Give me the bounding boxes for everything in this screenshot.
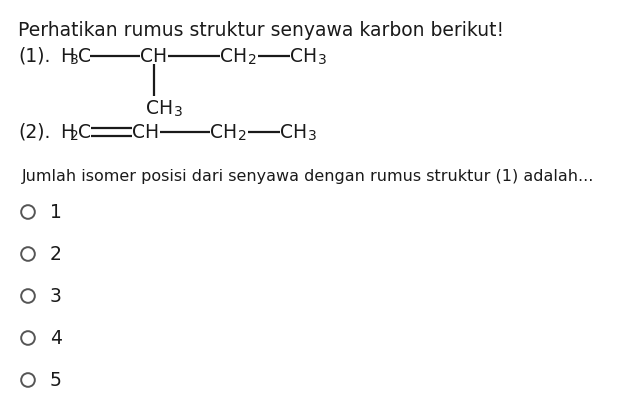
Text: H: H xyxy=(60,122,74,141)
Text: 3: 3 xyxy=(174,105,183,118)
Text: (1).: (1). xyxy=(18,46,51,65)
Text: 3: 3 xyxy=(70,53,78,67)
Text: CH: CH xyxy=(132,122,159,141)
Text: 4: 4 xyxy=(50,328,62,347)
Text: (2).: (2). xyxy=(18,122,51,141)
Text: 2: 2 xyxy=(248,53,257,67)
Text: C: C xyxy=(78,122,91,141)
Text: 3: 3 xyxy=(50,286,62,305)
Text: Perhatikan rumus struktur senyawa karbon berikut!: Perhatikan rumus struktur senyawa karbon… xyxy=(18,21,504,40)
Text: 3: 3 xyxy=(318,53,327,67)
Text: CH: CH xyxy=(146,99,173,118)
Text: CH: CH xyxy=(280,122,307,141)
Text: 5: 5 xyxy=(50,370,62,389)
Text: CH: CH xyxy=(140,46,167,65)
Text: 2: 2 xyxy=(70,128,78,143)
Text: CH: CH xyxy=(210,122,237,141)
Text: 2: 2 xyxy=(238,128,247,143)
Text: Jumlah isomer posisi dari senyawa dengan rumus struktur (1) adalah...: Jumlah isomer posisi dari senyawa dengan… xyxy=(22,168,594,183)
Text: CH: CH xyxy=(220,46,247,65)
Text: CH: CH xyxy=(290,46,317,65)
Text: 3: 3 xyxy=(308,128,316,143)
Text: H: H xyxy=(60,46,74,65)
Text: 2: 2 xyxy=(50,244,62,263)
Text: 1: 1 xyxy=(50,202,62,221)
Text: C: C xyxy=(78,46,91,65)
